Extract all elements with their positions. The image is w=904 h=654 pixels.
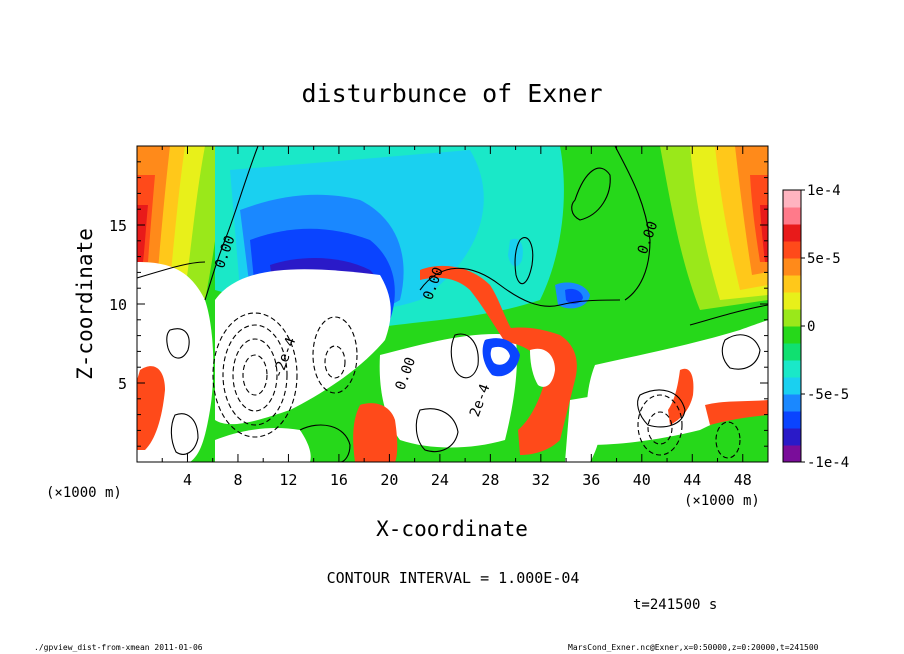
colorbar-tick-label: 5e-5 <box>807 251 841 267</box>
colorbar-segment <box>783 207 801 225</box>
footer-right: MarsCond_Exner.nc@Exner,x=0:50000,z=0:20… <box>568 643 819 652</box>
x-unit-label-right: (×1000 m) <box>684 493 760 509</box>
time-label: t=241500 s <box>633 597 717 613</box>
colorbar-segment <box>783 394 801 412</box>
colorbar-segment <box>783 343 801 361</box>
colorbar-segment <box>783 258 801 276</box>
x-axis-label: X-coordinate <box>376 517 528 541</box>
colorbar-segment <box>783 445 801 463</box>
white-region <box>137 262 768 462</box>
right-positive-lobe <box>660 146 768 310</box>
x-tick-label: 48 <box>734 471 752 489</box>
x-tick-label: 24 <box>431 471 449 489</box>
colorbar-tick-label: -5e-5 <box>807 387 849 403</box>
colorbar-tick-label: 0 <box>807 319 815 335</box>
y-tick-label: 15 <box>109 217 127 235</box>
positive-bands <box>137 265 768 462</box>
colorbar-segment <box>783 326 801 344</box>
x-tick-label: 40 <box>633 471 651 489</box>
x-axis: 4 8 12 16 20 24 28 32 36 40 44 48 <box>161 146 752 489</box>
footer-left: ./gpview_dist-from-xmean 2011-01-06 <box>34 643 203 652</box>
colorbar-segment <box>783 292 801 310</box>
colorbar-segment <box>783 309 801 327</box>
x-tick-label: 8 <box>233 471 242 489</box>
contour-interval-label: CONTOUR INTERVAL = 1.000E-04 <box>327 569 580 587</box>
x-unit-label-left: (×1000 m) <box>46 485 122 501</box>
x-tick-label: 20 <box>380 471 398 489</box>
colorbar-segment <box>783 241 801 259</box>
y-axis-label: Z-coordinate <box>73 228 97 380</box>
x-tick-label: 16 <box>330 471 348 489</box>
colorbar-tick-label: 1e-4 <box>807 183 841 199</box>
dashed-contours <box>212 312 741 459</box>
colorbar: 1e-4 5e-5 0 -5e-5 -1e-4 <box>783 183 849 471</box>
y-axis: 5 10 15 <box>109 161 768 447</box>
x-tick-label: 36 <box>582 471 600 489</box>
colorbar-segment <box>783 224 801 242</box>
colorbar-tick-label: -1e-4 <box>807 455 849 471</box>
y-tick-label: 5 <box>118 375 127 393</box>
y-tick-label: 10 <box>109 296 127 314</box>
left-positive-lobe <box>137 146 230 300</box>
x-tick-label: 44 <box>683 471 701 489</box>
colorbar-segment <box>783 428 801 446</box>
colorbar-segment <box>783 275 801 293</box>
x-tick-label: 28 <box>481 471 499 489</box>
contour-lines <box>137 146 768 462</box>
colorbar-frame <box>782 189 802 463</box>
chart-title: disturbunce of Exner <box>301 79 602 108</box>
colorbar-segment <box>783 411 801 429</box>
plot-area: 0.000.000.000.00-2e-42e-4 <box>137 146 768 462</box>
colorbar-segment <box>783 190 801 208</box>
x-tick-label: 12 <box>279 471 297 489</box>
colorbar-segment <box>783 377 801 395</box>
colorbar-segment <box>783 360 801 378</box>
x-tick-label: 32 <box>532 471 550 489</box>
x-tick-label: 4 <box>183 471 192 489</box>
